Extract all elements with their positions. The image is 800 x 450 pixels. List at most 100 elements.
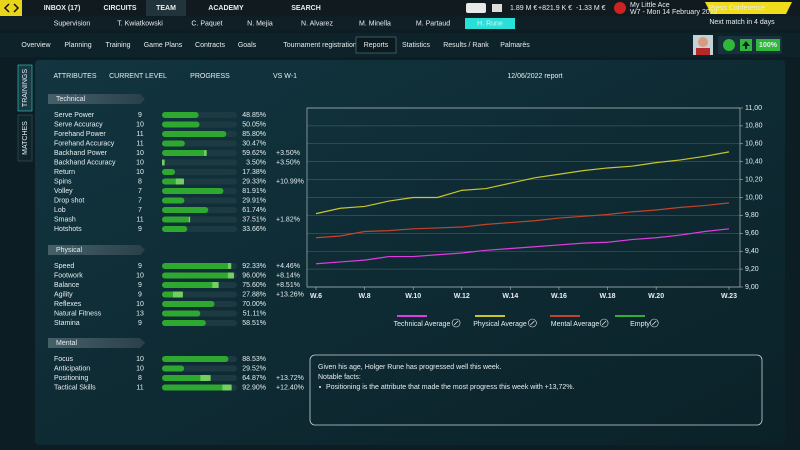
tm-logo-bg	[466, 3, 486, 13]
progress-label: 33.66%	[242, 226, 266, 233]
sub-nav-item[interactable]: Planning	[64, 42, 91, 49]
report-bullet: Positioning is the attribute that made t…	[326, 384, 574, 391]
nav-item[interactable]: INBOX (17)	[44, 5, 81, 12]
sub-nav-item[interactable]: Contracts	[195, 42, 225, 49]
delta-label: +10.99%	[276, 178, 304, 185]
attribute-name: Serve Accuracy	[54, 121, 103, 128]
progress-delta	[162, 159, 165, 166]
progress-label: 29.52%	[242, 365, 266, 372]
staff-tab[interactable]: M. Minella	[359, 20, 391, 27]
legend-edit[interactable]	[451, 318, 461, 328]
progress-label: 27.88%	[242, 291, 266, 298]
attribute-level: 10	[136, 272, 144, 279]
progress-label: 64.87%	[242, 375, 266, 382]
attribute-level: 9	[138, 112, 142, 119]
legend-label: Mental Average	[551, 321, 600, 328]
expense: -1.33 M €	[576, 5, 606, 12]
report-line: Given his age, Holger Rune has progresse…	[318, 364, 501, 371]
balance: 1.89 M €	[510, 5, 537, 12]
progress-bar	[162, 272, 234, 279]
staff-tab[interactable]: M. Partaud	[416, 20, 450, 27]
nav-item[interactable]: CIRCUITS	[103, 5, 136, 12]
report-box	[309, 354, 763, 426]
club-name: My Little Ace	[630, 2, 670, 9]
sub-nav-item[interactable]: Palmarès	[500, 42, 530, 49]
column-header: VS W-1	[273, 73, 297, 80]
nav-item[interactable]: SEARCH	[291, 5, 321, 12]
sub-nav-item[interactable]: Training	[105, 42, 130, 49]
progress-label: 59.62%	[242, 150, 266, 157]
legend-label: Empty	[630, 321, 650, 328]
sub-nav-item[interactable]: Game Plans	[144, 42, 183, 49]
staff-tab[interactable]: N. Alvarez	[301, 20, 333, 27]
progress-delta	[227, 272, 234, 279]
progress-bar	[162, 216, 191, 223]
attribute-level: 11	[136, 384, 143, 391]
attribute-name: Positioning	[54, 375, 88, 382]
progress-label: 37.51%	[242, 216, 266, 223]
series-line	[315, 202, 730, 239]
nav-item[interactable]: ACADEMY	[208, 5, 244, 12]
morale: 100%	[759, 42, 778, 49]
avatar-face	[698, 37, 708, 47]
sub-nav-item[interactable]: Goals	[238, 42, 257, 49]
progress-label: 50.05%	[242, 121, 266, 128]
nav-arrows[interactable]	[0, 0, 22, 16]
staff-tab[interactable]: Supervision	[54, 20, 91, 27]
side-tab[interactable]	[17, 64, 33, 112]
legend-edit[interactable]	[528, 318, 537, 328]
sub-nav-item[interactable]: Tournament registration	[283, 42, 357, 49]
press-button-bg[interactable]	[705, 2, 792, 14]
column-header: CURRENT LEVEL	[109, 73, 167, 80]
attribute-level: 8	[138, 375, 142, 382]
staff-tab[interactable]: T. Kwiatkowski	[117, 20, 163, 27]
x-tick-label: W.20	[648, 293, 664, 300]
progress-label: 51.11%	[243, 310, 266, 317]
staff-tab[interactable]: N. Mejia	[247, 20, 273, 27]
column-header: ATTRIBUTES	[53, 73, 96, 80]
nav-item[interactable]: TEAM	[156, 5, 176, 12]
progress-bar	[162, 320, 206, 326]
progress-bar	[162, 310, 201, 317]
club-logo	[614, 2, 626, 14]
progress-label: 81.91%	[242, 188, 266, 195]
progress-bar	[162, 356, 229, 362]
x-tick-label: W.16	[551, 293, 567, 300]
progress-bar	[162, 197, 185, 204]
attribute-level: 10	[136, 121, 144, 128]
bullet-dot	[319, 386, 321, 388]
attribute-level: 10	[136, 301, 144, 308]
attribute-name: Lob	[54, 207, 66, 214]
sub-nav-item[interactable]: Statistics	[402, 42, 431, 49]
attribute-level: 7	[138, 188, 142, 195]
sub-nav-item[interactable]: Reports	[364, 42, 389, 49]
legend-edit-pencil	[530, 320, 535, 326]
sub-nav-bar	[0, 33, 800, 57]
delta-label: +1.82%	[276, 216, 300, 223]
sub-nav-item[interactable]: Overview	[21, 42, 51, 49]
progress-label: 29.91%	[242, 197, 266, 204]
attribute-level: 8	[138, 178, 142, 185]
attribute-name: Reflexes	[54, 301, 82, 308]
legend-edit[interactable]	[599, 318, 609, 328]
next-match: Next match in 4 days	[709, 19, 775, 26]
progress-label: 29.33%	[242, 178, 266, 185]
progress-bar	[162, 121, 200, 128]
sub-nav-active-bg	[355, 36, 397, 54]
progress-label: 96.00%	[242, 272, 266, 279]
legend-label: Physical Average	[473, 321, 527, 328]
nav-active-bg	[146, 0, 186, 16]
delta-label: +4.46%	[276, 263, 300, 270]
side-tab[interactable]	[17, 114, 33, 162]
progress-label: 85.80%	[242, 131, 266, 138]
y-tick-label: 9,60	[745, 230, 759, 237]
staff-tab[interactable]: C. Paquet	[191, 20, 222, 27]
press-button[interactable]: Press Conference	[709, 5, 765, 12]
progress-delta	[188, 216, 191, 223]
group-header-bg	[48, 245, 145, 255]
staff-tab[interactable]: H. Rune	[477, 20, 503, 27]
sub-nav-item[interactable]: Results / Rank	[443, 42, 489, 49]
progress-delta	[227, 263, 232, 269]
legend-edit[interactable]	[649, 318, 659, 328]
